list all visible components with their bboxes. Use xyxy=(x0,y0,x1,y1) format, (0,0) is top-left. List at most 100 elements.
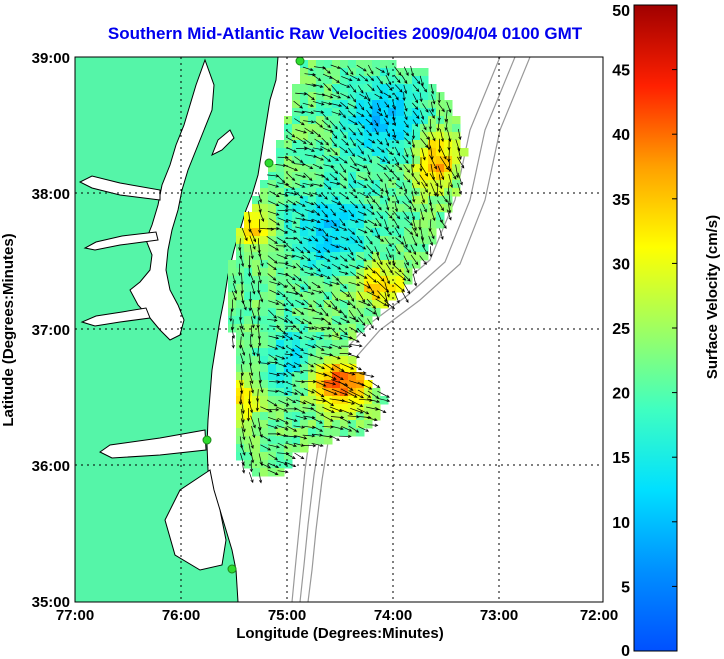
velocity-cell xyxy=(356,100,365,109)
velocity-cell xyxy=(300,380,309,389)
velocity-cell xyxy=(428,164,437,173)
velocity-cell xyxy=(276,396,285,405)
x-axis-label: Longitude (Degrees:Minutes) xyxy=(236,625,444,642)
velocity-cell xyxy=(420,252,429,261)
velocity-vector xyxy=(403,129,410,137)
velocity-cell xyxy=(332,428,341,437)
velocity-cell xyxy=(388,124,397,133)
velocity-cell xyxy=(276,252,285,261)
velocity-cell xyxy=(300,340,309,349)
velocity-cell xyxy=(284,420,293,429)
velocity-vector xyxy=(422,245,429,255)
velocity-cell xyxy=(356,268,365,277)
velocity-cell xyxy=(292,348,301,357)
velocity-vector xyxy=(366,235,373,245)
velocity-cell xyxy=(356,284,365,293)
velocity-vector xyxy=(367,219,378,227)
velocity-vector xyxy=(420,208,425,221)
velocity-cell xyxy=(340,92,349,101)
velocity-cell xyxy=(412,196,421,205)
velocity-vector xyxy=(376,210,384,220)
velocity-cell xyxy=(236,388,245,397)
velocity-cell xyxy=(420,236,429,245)
velocity-vector xyxy=(356,163,367,169)
velocity-cell xyxy=(388,148,397,157)
velocity-vector xyxy=(241,426,246,441)
velocity-cell xyxy=(380,132,389,141)
velocity-vector xyxy=(357,211,368,216)
velocity-vector xyxy=(437,165,445,181)
velocity-cell xyxy=(364,188,373,197)
velocity-vector xyxy=(294,389,305,396)
velocity-vector xyxy=(312,409,325,416)
velocity-vector xyxy=(293,190,304,199)
velocity-cell xyxy=(412,180,421,189)
velocity-vector xyxy=(349,74,361,81)
velocity-vector xyxy=(339,434,352,439)
velocity-vector xyxy=(286,227,297,233)
velocity-vector xyxy=(386,190,391,202)
velocity-cell xyxy=(300,284,309,293)
velocity-vector xyxy=(267,469,279,475)
velocity-vector xyxy=(294,118,305,126)
velocity-vector xyxy=(338,109,347,119)
velocity-cell xyxy=(412,156,421,165)
velocity-cell xyxy=(276,364,285,373)
velocity-cell xyxy=(372,196,381,205)
velocity-vector xyxy=(277,192,289,197)
velocity-cell xyxy=(412,148,421,157)
velocity-cell xyxy=(404,236,413,245)
velocity-cell xyxy=(268,380,277,389)
plot-frame xyxy=(74,56,604,603)
velocity-cell xyxy=(244,436,253,445)
velocity-vector xyxy=(412,102,419,111)
velocity-cell xyxy=(324,228,333,237)
velocity-vector xyxy=(269,218,281,226)
velocity-vector xyxy=(367,64,374,75)
velocity-vector xyxy=(385,164,393,173)
velocity-cell xyxy=(332,388,341,397)
velocity-cell xyxy=(340,260,349,269)
velocity-vector xyxy=(393,118,397,127)
velocity-cell xyxy=(300,260,309,269)
velocity-cell xyxy=(404,116,413,125)
velocity-vector xyxy=(347,415,360,419)
velocity-vector xyxy=(303,388,315,394)
velocity-vector xyxy=(321,101,333,106)
velocity-vector xyxy=(277,470,289,474)
velocity-cell xyxy=(324,348,333,357)
velocity-vector xyxy=(404,137,412,145)
velocity-vector xyxy=(312,183,324,188)
velocity-cell xyxy=(316,188,325,197)
velocity-vector xyxy=(311,442,324,448)
velocity-vector xyxy=(456,156,465,169)
velocity-cell xyxy=(260,212,269,221)
velocity-cell xyxy=(292,268,301,277)
velocity-cell xyxy=(372,204,381,213)
velocity-cell xyxy=(340,348,349,357)
velocity-cell xyxy=(236,436,245,445)
velocity-cell xyxy=(292,420,301,429)
velocity-cell xyxy=(332,404,341,413)
velocity-vector xyxy=(331,334,343,340)
velocity-cell xyxy=(284,356,293,365)
velocity-cell xyxy=(412,244,421,253)
velocity-cell xyxy=(364,380,373,389)
velocity-vector xyxy=(311,218,321,223)
velocity-vector xyxy=(259,254,264,267)
velocity-cell xyxy=(420,212,429,221)
velocity-cell xyxy=(276,372,285,381)
velocity-vector xyxy=(375,67,386,73)
velocity-vector xyxy=(284,353,294,357)
velocity-cell xyxy=(372,236,381,245)
velocity-cell xyxy=(308,220,317,229)
velocity-vector xyxy=(304,92,315,101)
velocity-cell xyxy=(244,380,253,389)
velocity-vector xyxy=(312,335,323,340)
velocity-cell xyxy=(444,116,453,125)
velocity-vector xyxy=(339,299,351,305)
velocity-vector xyxy=(393,290,400,304)
velocity-vector xyxy=(348,209,355,218)
velocity-vector xyxy=(367,101,373,110)
velocity-vector xyxy=(249,272,255,284)
